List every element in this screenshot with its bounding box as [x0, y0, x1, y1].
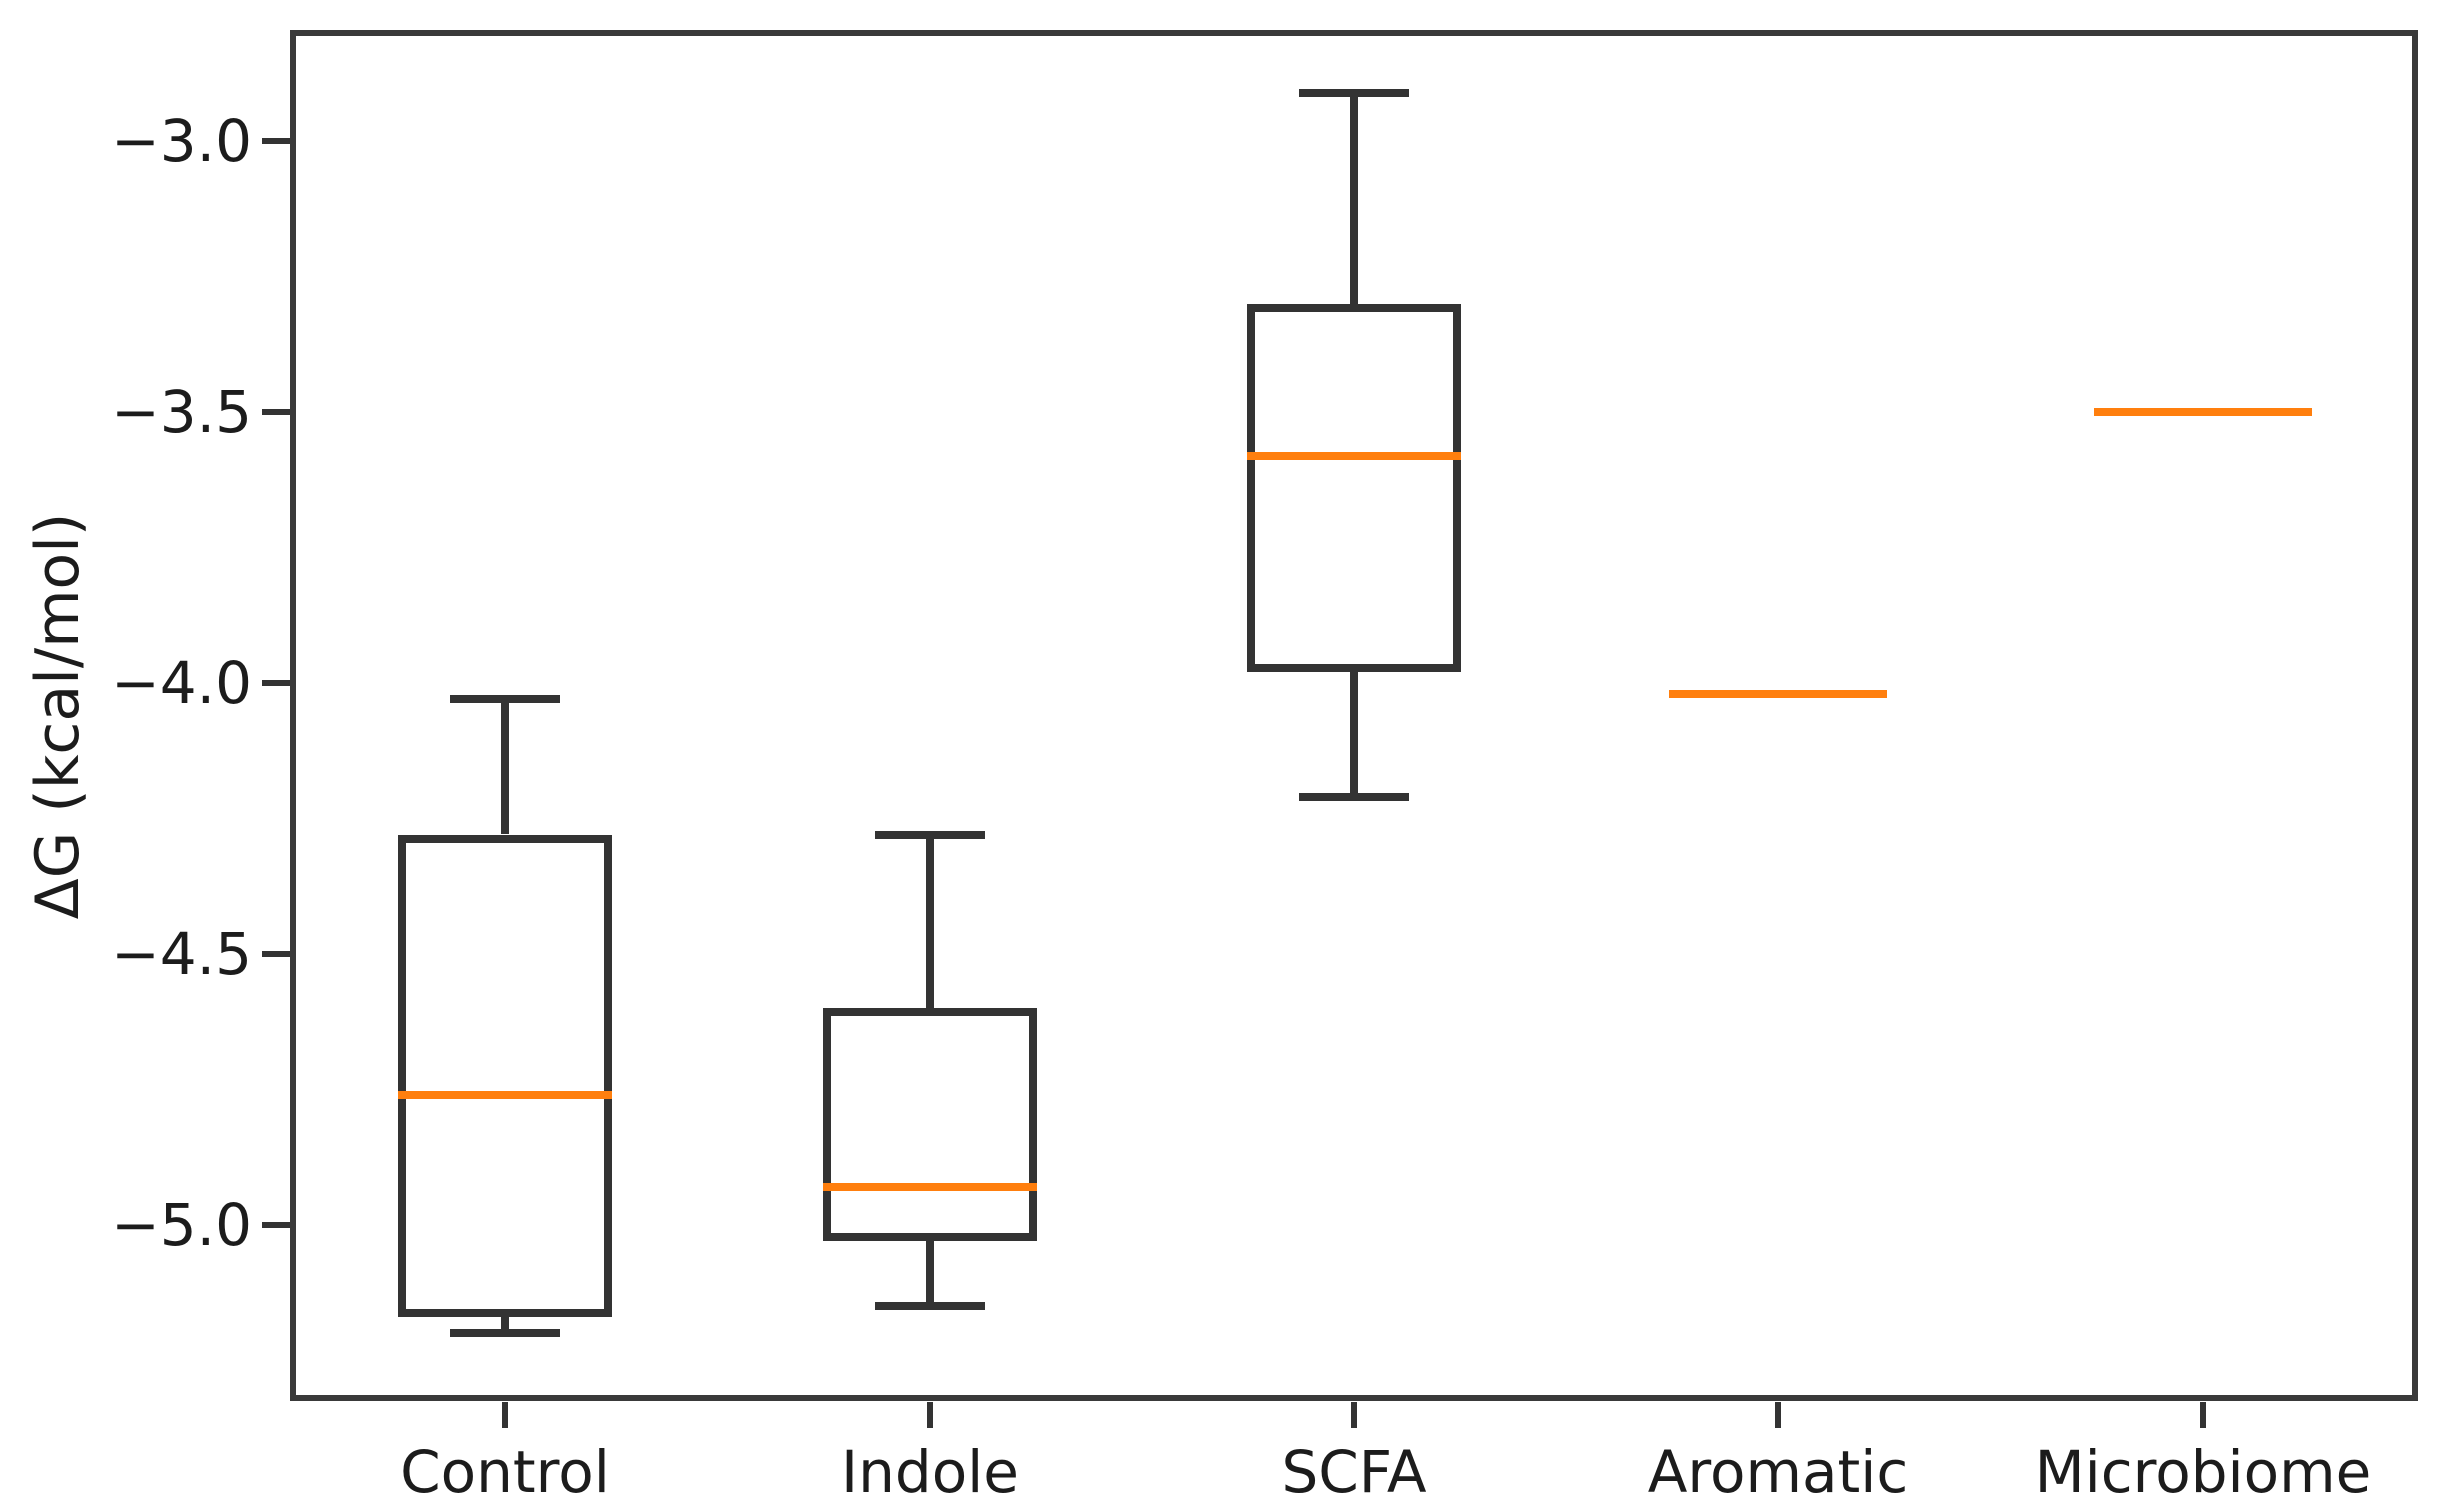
x-tick-label: Control [400, 1438, 610, 1506]
whisker-upper [501, 699, 509, 834]
median-line [1247, 452, 1461, 460]
whisker-cap-lower [875, 1302, 985, 1310]
whisker-cap-lower [1299, 793, 1409, 801]
whisker-cap-upper [1299, 89, 1409, 97]
y-tick-label: −3.0 [111, 107, 252, 175]
median-line [823, 1183, 1037, 1191]
median-line [1669, 690, 1887, 698]
y-tick-label: −4.5 [111, 920, 252, 988]
whisker-lower [926, 1241, 934, 1306]
whisker-cap-upper [875, 831, 985, 839]
x-tick-label: Microbiome [2034, 1438, 2372, 1506]
whisker-upper [1350, 93, 1358, 304]
x-tick [1775, 1402, 1781, 1428]
box-iqr [823, 1008, 1037, 1241]
y-tick [262, 138, 290, 144]
x-tick [927, 1402, 933, 1428]
x-tick-label: Indole [841, 1438, 1019, 1506]
y-tick [262, 409, 290, 415]
y-tick-label: −5.0 [111, 1191, 252, 1259]
y-tick-label: −4.0 [111, 649, 252, 717]
whisker-upper [926, 835, 934, 1008]
box-iqr [398, 835, 612, 1317]
whisker-lower [1350, 672, 1358, 797]
y-tick [262, 680, 290, 686]
x-tick [1351, 1402, 1357, 1428]
whisker-lower [501, 1317, 509, 1333]
y-tick [262, 951, 290, 957]
y-tick [262, 1222, 290, 1228]
x-tick [502, 1402, 508, 1428]
median-line [2094, 408, 2312, 416]
x-tick-label: SCFA [1281, 1438, 1427, 1506]
y-tick-label: −3.5 [111, 378, 252, 446]
x-tick-label: Aromatic [1647, 1438, 1909, 1506]
whisker-cap-lower [450, 1329, 560, 1337]
box-iqr [1247, 304, 1461, 672]
x-tick [2200, 1402, 2206, 1428]
whisker-cap-upper [450, 695, 560, 703]
median-line [398, 1091, 612, 1099]
